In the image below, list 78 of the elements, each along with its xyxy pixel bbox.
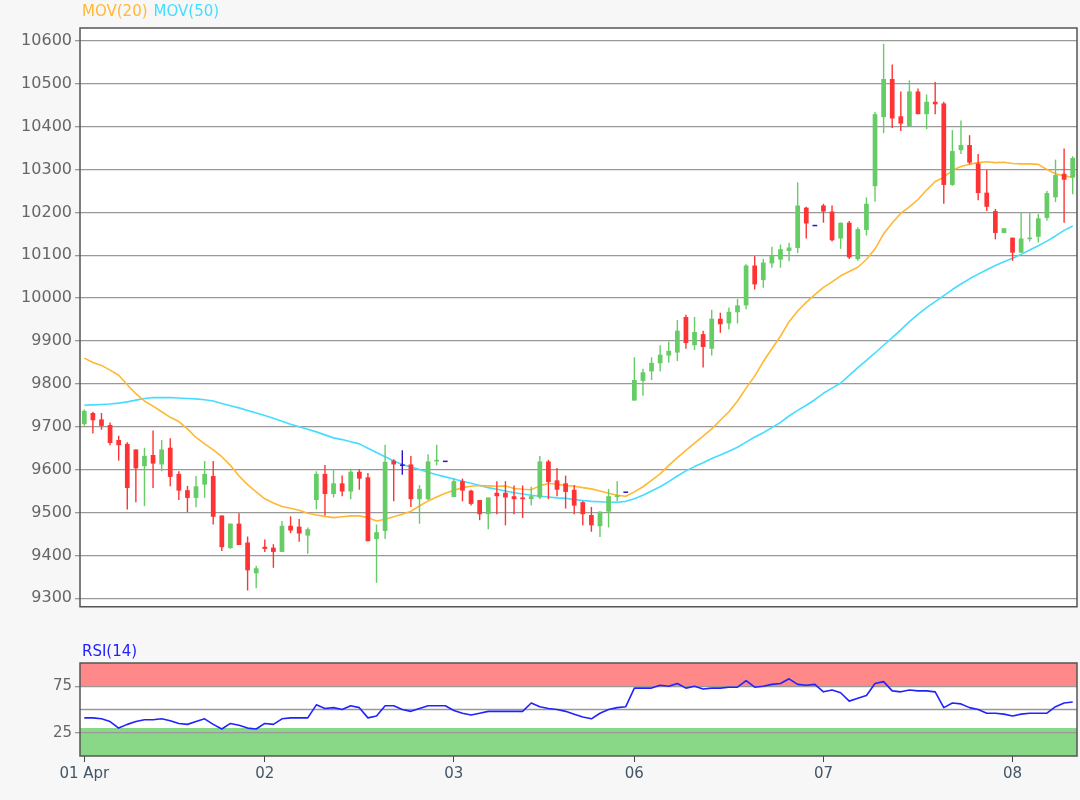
y-tick-label: 75 [52,676,72,695]
candlestick [1070,155,1076,196]
candlestick [503,480,508,527]
candlestick [666,340,672,364]
candlestick [520,484,525,519]
candlestick [485,496,491,530]
candlestick [142,447,147,507]
candlestick [735,298,740,325]
y-tick-label: 9900 [31,330,72,350]
candlestick [271,543,276,569]
candlestick [692,316,697,351]
candlestick [649,356,654,381]
y-tick-label: 10100 [21,244,72,264]
candlestick [399,449,405,476]
candlestick [571,484,577,515]
candlestick [614,480,620,503]
y-tick-label: 9500 [31,501,72,521]
y-tick-label: 10600 [21,30,72,50]
candlestick [803,206,809,240]
candlestick [331,468,336,499]
candlestick [305,526,311,555]
candlestick [898,90,904,132]
x-tick-label: 08 [1002,763,1023,782]
candlestick [185,485,190,513]
candlestick [606,488,611,529]
candlestick [1035,213,1041,244]
candlestick [717,311,723,334]
candlestick [760,257,766,289]
candlestick [778,243,783,269]
candlestick [984,169,990,212]
y-tick-label: 10400 [21,115,72,135]
x-tick-label: 02 [255,763,275,782]
y-tick-label: 10500 [21,72,72,92]
text: RSI(14) [82,642,138,660]
candlestick [202,460,207,499]
candlestick [546,459,551,500]
text: MOV(20) [82,2,148,20]
candlestick [589,506,594,533]
y-tick-label: 25 [52,722,72,741]
x-tick-label: 03 [444,763,464,782]
text: MOV(50) [153,2,220,20]
x-tick-label: 06 [624,763,644,782]
candlestick [632,356,637,402]
candlestick [657,344,663,373]
y-tick-label: 10300 [21,158,72,178]
candlestick [356,468,362,491]
candlestick [339,474,345,497]
candlestick [1053,158,1058,203]
candlestick [563,474,568,510]
y-tick-label: 9600 [31,458,72,478]
candlestick [821,203,826,224]
candlestick [674,319,680,362]
candlestick [417,484,422,525]
x-tick-label: 01 Apr [59,763,111,782]
candlestick [838,221,844,250]
candlestick [176,470,182,501]
y-tick-label: 9800 [31,373,72,393]
candlestick [967,134,972,166]
candlestick [992,208,998,241]
candlestick [460,477,465,503]
candlestick [528,486,534,507]
candlestick [116,435,122,462]
candlestick [580,500,586,527]
y-tick-label: 10200 [21,201,72,221]
y-tick-label: 9300 [31,587,72,607]
candlestick [374,523,379,584]
candlestick [924,93,929,130]
y-tick-label: 10000 [21,287,72,307]
candlestick [494,480,500,515]
candlestick [348,468,354,500]
x-tick-label: 07 [813,763,833,782]
candlestick [477,499,483,521]
candlestick [159,439,165,473]
candlestick [752,255,758,291]
candlestick [296,518,302,543]
y-tick-label: 9700 [31,415,72,435]
y-tick-label: 9400 [31,544,72,564]
candlestick [253,564,259,590]
